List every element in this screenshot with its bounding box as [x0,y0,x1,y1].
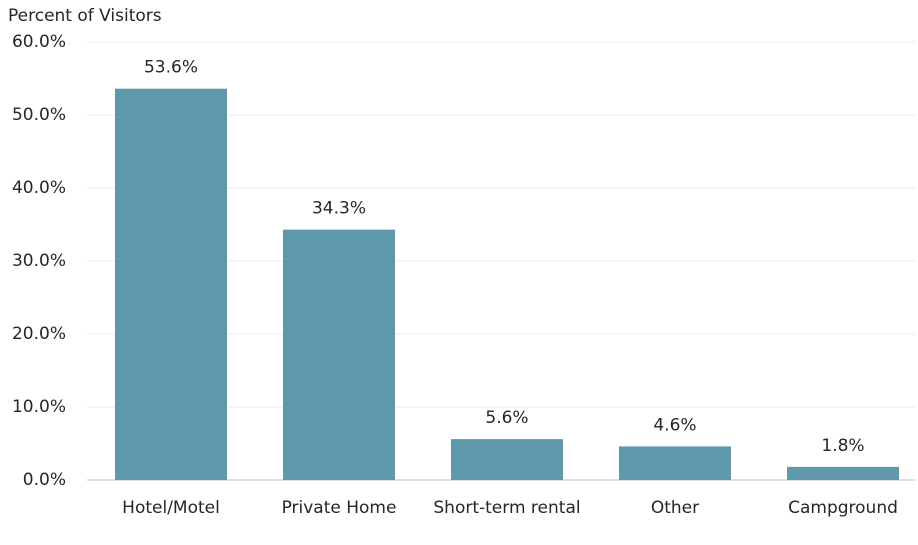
y-tick-label: 30.0% [12,251,66,271]
bar [283,229,395,480]
x-tick-label: Short-term rental [433,498,581,518]
data-label: 53.6% [144,58,198,78]
y-tick-label: 60.0% [12,32,66,52]
y-tick-label: 20.0% [12,324,66,344]
bar [115,88,227,480]
x-tick-label: Hotel/Motel [122,498,220,518]
data-label: 34.3% [312,199,366,219]
bar [787,466,899,480]
bar [451,439,563,480]
data-label: 4.6% [653,415,696,435]
y-tick-label: 50.0% [12,105,66,125]
y-tick-label: 10.0% [12,397,66,417]
x-tick-label: Private Home [281,498,397,518]
data-label: 1.8% [821,436,864,456]
x-tick-label: Other [650,498,700,518]
x-tick-label: Campground [788,498,898,518]
data-label: 5.6% [485,408,528,428]
bar [619,446,731,480]
y-tick-label: 40.0% [12,178,66,198]
y-axis-label: Percent of Visitors [8,6,162,26]
y-tick-label: 0.0% [23,470,66,490]
